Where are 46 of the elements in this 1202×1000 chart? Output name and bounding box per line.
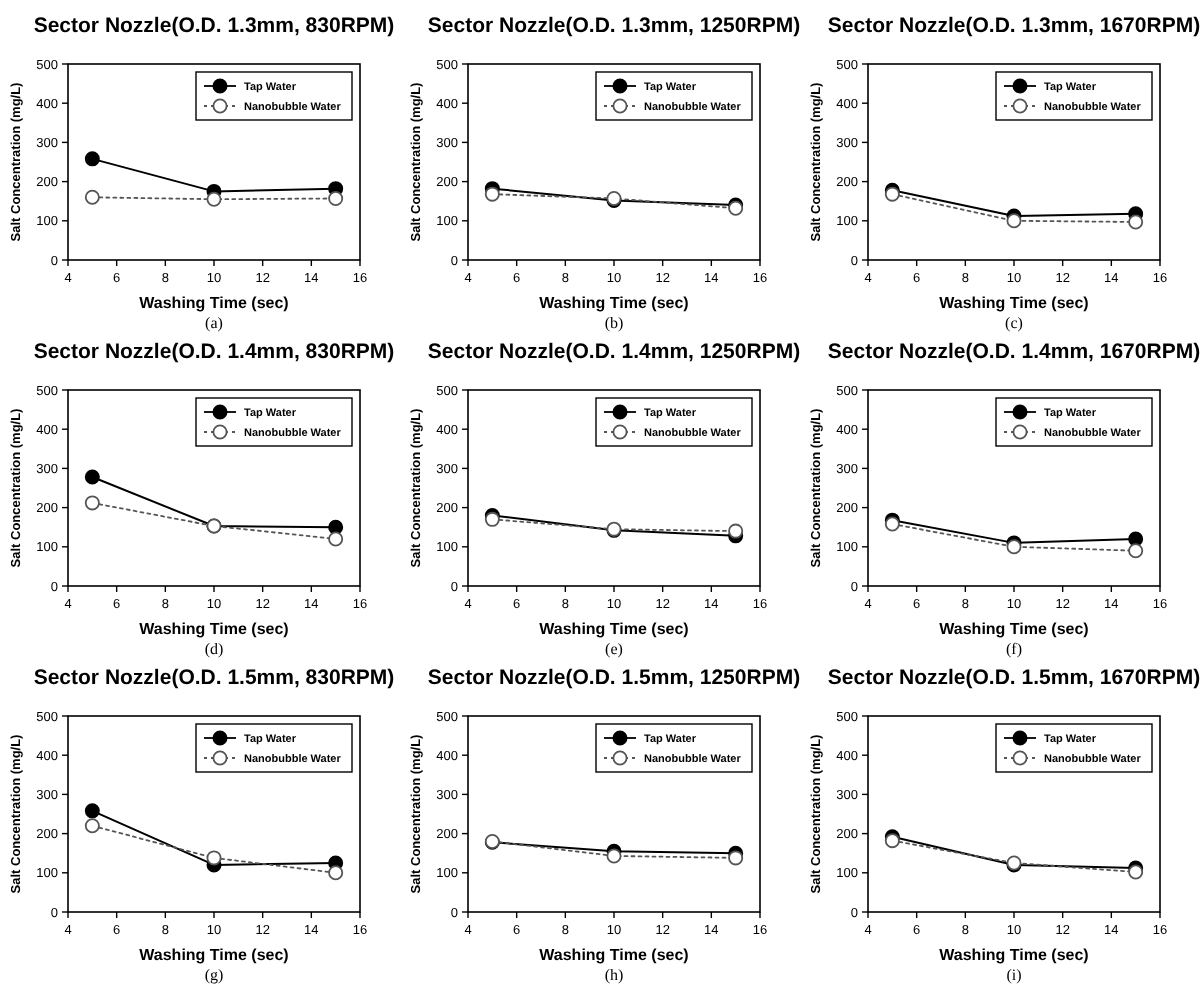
text: (d) — [204, 640, 224, 658]
point — [84, 189, 100, 205]
point — [484, 186, 500, 202]
point — [328, 531, 344, 547]
text: (a) — [205, 314, 224, 332]
text: (b) — [604, 314, 624, 332]
point — [206, 850, 222, 866]
x-axis-title: Washing Time (sec) — [539, 294, 690, 312]
x-axis-title: Washing Time (sec) — [539, 946, 690, 964]
point — [328, 190, 344, 206]
point — [84, 495, 100, 511]
text: (i) — [1006, 966, 1023, 984]
chart-title: Sector Nozzle(O.D. 1.4mm, 1670RPM) — [827, 340, 1201, 364]
x-axis-title: Washing Time (sec) — [939, 946, 1090, 964]
text: (h) — [604, 966, 624, 984]
x-axis-title: Washing Time (sec) — [939, 294, 1090, 312]
x-axis-title: Washing Time (sec) — [139, 294, 290, 312]
point — [84, 803, 100, 819]
chart-title: Sector Nozzle(O.D. 1.5mm, 1670RPM) — [827, 666, 1201, 690]
point — [206, 191, 222, 207]
x-axis-title: Washing Time (sec) — [139, 620, 290, 638]
point — [1128, 214, 1144, 230]
point — [84, 818, 100, 834]
point — [728, 523, 744, 539]
x-axis-title: Washing Time (sec) — [539, 620, 690, 638]
text: (f) — [1006, 640, 1023, 658]
text: (e) — [605, 640, 624, 658]
chart-title: Sector Nozzle(O.D. 1.5mm, 830RPM) — [33, 666, 395, 690]
chart-title: Sector Nozzle(O.D. 1.3mm, 830RPM) — [33, 14, 395, 38]
chart-title: Sector Nozzle(O.D. 1.4mm, 1250RPM) — [427, 340, 801, 364]
point — [328, 865, 344, 881]
text: (c) — [1005, 314, 1024, 332]
point — [1006, 213, 1022, 229]
point — [606, 848, 622, 864]
chart-title: Sector Nozzle(O.D. 1.5mm, 1250RPM) — [427, 666, 801, 690]
x-axis-title: Washing Time (sec) — [139, 946, 290, 964]
chart-title: Sector Nozzle(O.D. 1.3mm, 1670RPM) — [827, 14, 1201, 38]
chart-title: Sector Nozzle(O.D. 1.4mm, 830RPM) — [33, 340, 395, 364]
point — [84, 469, 100, 485]
chart-title: Sector Nozzle(O.D. 1.3mm, 1250RPM) — [427, 14, 801, 38]
point — [328, 519, 344, 535]
text: (g) — [204, 966, 224, 984]
point — [1128, 543, 1144, 559]
point — [728, 850, 744, 866]
point — [84, 151, 100, 167]
x-axis-title: Washing Time (sec) — [939, 620, 1090, 638]
